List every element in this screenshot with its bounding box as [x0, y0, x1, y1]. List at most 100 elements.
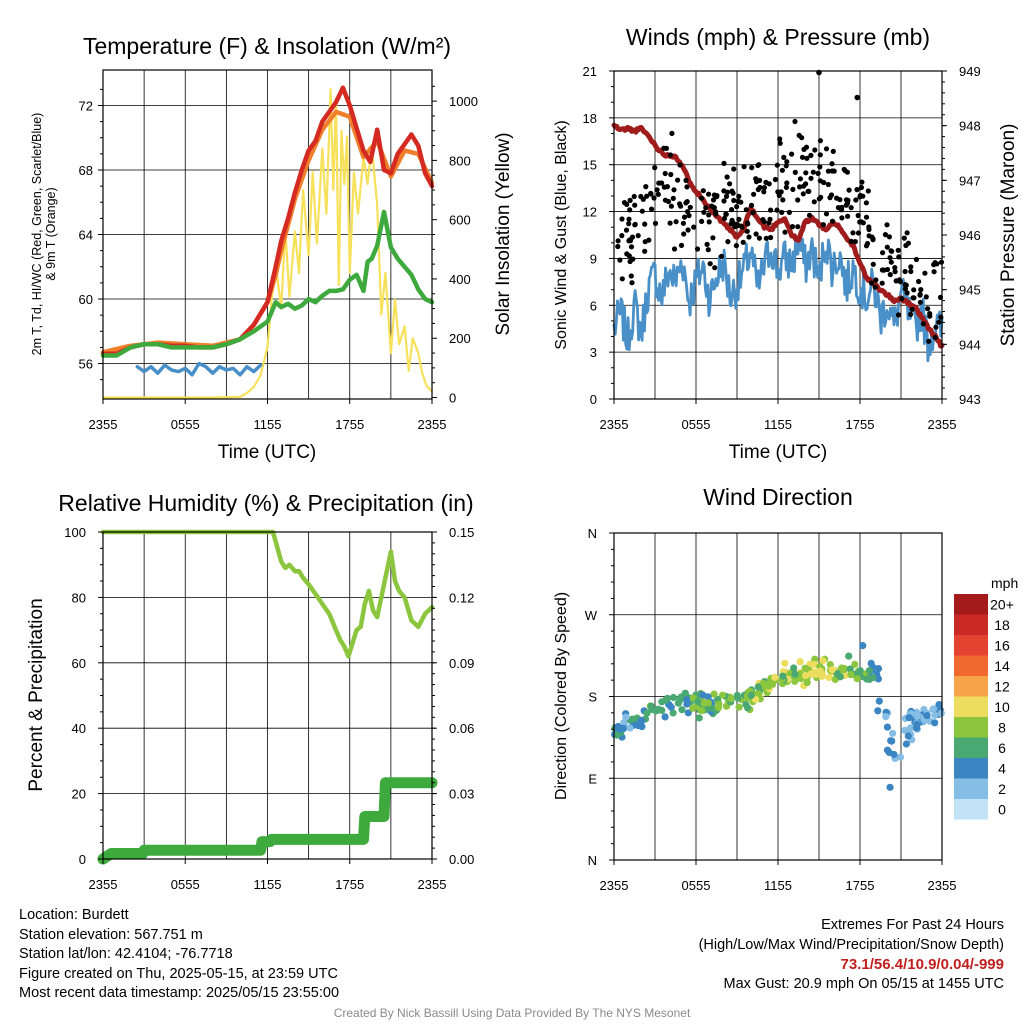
direction-point	[847, 671, 855, 679]
gust-point	[761, 219, 767, 225]
gust-point	[923, 294, 929, 300]
y-tick-label: 68	[79, 163, 93, 178]
x-tick-label: 1155	[764, 417, 792, 432]
legend-swatch	[954, 655, 988, 676]
gust-point	[855, 230, 862, 236]
gust-point	[619, 233, 625, 239]
direction-point	[937, 709, 945, 717]
gust-point	[920, 321, 927, 327]
gust-point	[864, 240, 871, 247]
gust-point	[863, 214, 870, 220]
gust-point	[699, 218, 705, 224]
gust-point	[792, 118, 798, 125]
gust-point	[817, 152, 823, 158]
y2-tick-label: 0.12	[449, 590, 474, 605]
y2-tick-label: 947	[959, 173, 981, 188]
gust-point	[872, 284, 878, 290]
y-tick-label: 60	[79, 292, 93, 307]
gust-point	[694, 246, 701, 252]
gust-point	[896, 254, 902, 260]
gust-point	[829, 161, 835, 167]
gust-point	[892, 265, 898, 271]
direction-point	[613, 731, 621, 739]
x-tick-label: 2355	[89, 417, 118, 432]
y-tick-label: 0	[79, 852, 86, 867]
direction-point	[935, 701, 943, 709]
gust-point	[712, 265, 718, 271]
direction-point	[923, 712, 931, 720]
x-tick-label: 1755	[335, 877, 364, 892]
recent-data-text: Most recent data timestamp: 2025/05/15 2…	[19, 985, 340, 1001]
direction-point	[859, 642, 867, 650]
y-tick-label: W	[585, 608, 598, 623]
gust-point	[743, 207, 749, 213]
direction-point	[856, 667, 864, 675]
y-tick-label: 9	[590, 251, 597, 266]
gust-point	[881, 267, 887, 273]
gust-point	[729, 188, 735, 194]
y-tick-label: 12	[583, 205, 597, 220]
gust-point	[724, 189, 731, 195]
gust-point	[691, 224, 697, 230]
direction-point	[912, 724, 921, 732]
gust-point	[727, 181, 733, 187]
gust-point	[755, 186, 761, 193]
gust-point	[667, 152, 674, 158]
gust-point	[731, 166, 737, 172]
gust-point	[846, 187, 852, 193]
gust-point	[681, 231, 687, 237]
direction-point	[883, 723, 892, 731]
gust-point	[753, 176, 759, 182]
gust-point	[772, 176, 779, 183]
legend-label: 0	[998, 801, 1006, 817]
series-line-insolation	[101, 88, 434, 399]
gust-point	[623, 227, 630, 233]
direction-point	[828, 666, 836, 674]
gust-point	[632, 202, 638, 208]
gust-point	[892, 269, 898, 275]
temperature-y2label: Solar Insolation (Yellow)	[493, 132, 514, 335]
series-line-precipitation	[97, 777, 438, 865]
gust-point	[713, 209, 719, 215]
gust-point	[640, 196, 646, 202]
gust-point	[639, 208, 645, 214]
gust-point	[780, 197, 786, 203]
gust-point	[663, 145, 670, 151]
direction-point	[781, 659, 789, 667]
y-tick-label: 64	[79, 228, 93, 243]
gust-point	[797, 176, 804, 182]
direction-point	[704, 699, 712, 707]
gust-point	[820, 222, 827, 228]
gust-point	[893, 278, 899, 284]
gust-point	[931, 269, 937, 275]
direction-point	[677, 693, 685, 701]
gust-point	[925, 306, 931, 312]
gust-point	[805, 188, 811, 194]
max-gust-text: Max Gust: 20.9 mph On 05/15 at 1455 UTC	[723, 975, 1004, 992]
gust-point	[725, 239, 731, 245]
direction-point	[661, 713, 669, 721]
direction-point	[885, 748, 893, 757]
gust-point	[811, 199, 817, 205]
gust-point	[686, 212, 692, 219]
gust-point	[654, 187, 660, 193]
gust-point	[734, 204, 740, 210]
y-tick-label: 21	[583, 64, 597, 79]
gust-point	[675, 177, 681, 183]
legend-label: 16	[994, 637, 1010, 653]
y2-tick-label: 944	[959, 337, 981, 352]
direction-point	[796, 658, 804, 666]
direction-point	[618, 724, 627, 733]
gust-point	[714, 193, 720, 199]
gust-point	[750, 210, 756, 216]
legend-label: 2	[998, 781, 1006, 797]
gust-point	[848, 238, 854, 244]
gust-point	[899, 296, 905, 302]
direction-point	[902, 740, 911, 748]
direction-point	[718, 691, 727, 699]
gust-point	[627, 207, 633, 213]
gust-point	[804, 155, 810, 161]
x-tick-label: 2355	[928, 417, 957, 432]
direction-point	[727, 695, 735, 703]
